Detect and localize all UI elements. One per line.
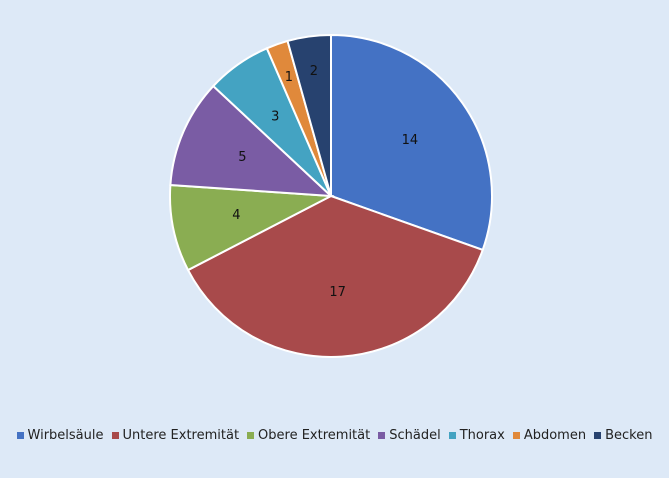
pie-slice <box>169 84 334 198</box>
legend-swatch <box>16 432 24 439</box>
legend-item: Untere Extremität <box>111 428 240 443</box>
data-label: 5 <box>238 150 246 165</box>
legend-swatch <box>594 432 602 439</box>
pie-area: 14 17 4 5 3 1 2 <box>169 33 493 358</box>
data-label: 1 <box>285 70 293 85</box>
legend: Wirbelsäule Untere Extremität Obere Extrem… <box>0 428 669 443</box>
legend-item: Obere Extremität <box>247 428 370 443</box>
pie-slice <box>169 183 335 272</box>
legend-label: Abdomen <box>523 428 587 443</box>
legend-label: Obere Extremität <box>258 428 371 443</box>
data-label: 3 <box>271 110 279 125</box>
pie-slice <box>186 194 484 358</box>
data-label: 17 <box>329 285 346 300</box>
legend-item: Schädel <box>378 428 441 443</box>
legend-label: Untere Extremität <box>122 428 240 443</box>
legend-swatch <box>512 432 520 439</box>
data-label: 2 <box>310 64 318 79</box>
data-label: 14 <box>402 133 419 148</box>
legend-swatch <box>448 432 456 439</box>
legend-swatch <box>378 432 386 439</box>
legend-item: Becken <box>594 428 652 443</box>
legend-item: Abdomen <box>512 428 587 443</box>
legend-label: Schädel <box>389 428 441 443</box>
legend-swatch <box>247 432 255 439</box>
legend-label: Wirbelsäule <box>27 428 104 443</box>
legend-swatch <box>111 432 119 439</box>
pie-slice <box>330 33 493 252</box>
legend-label: Becken <box>605 428 653 443</box>
legend-item: Thorax <box>448 428 505 443</box>
legend-item: Wirbelsäule <box>16 428 104 443</box>
pie-slice <box>286 33 332 197</box>
legend-label: Thorax <box>459 428 505 443</box>
data-label: 4 <box>232 208 240 223</box>
